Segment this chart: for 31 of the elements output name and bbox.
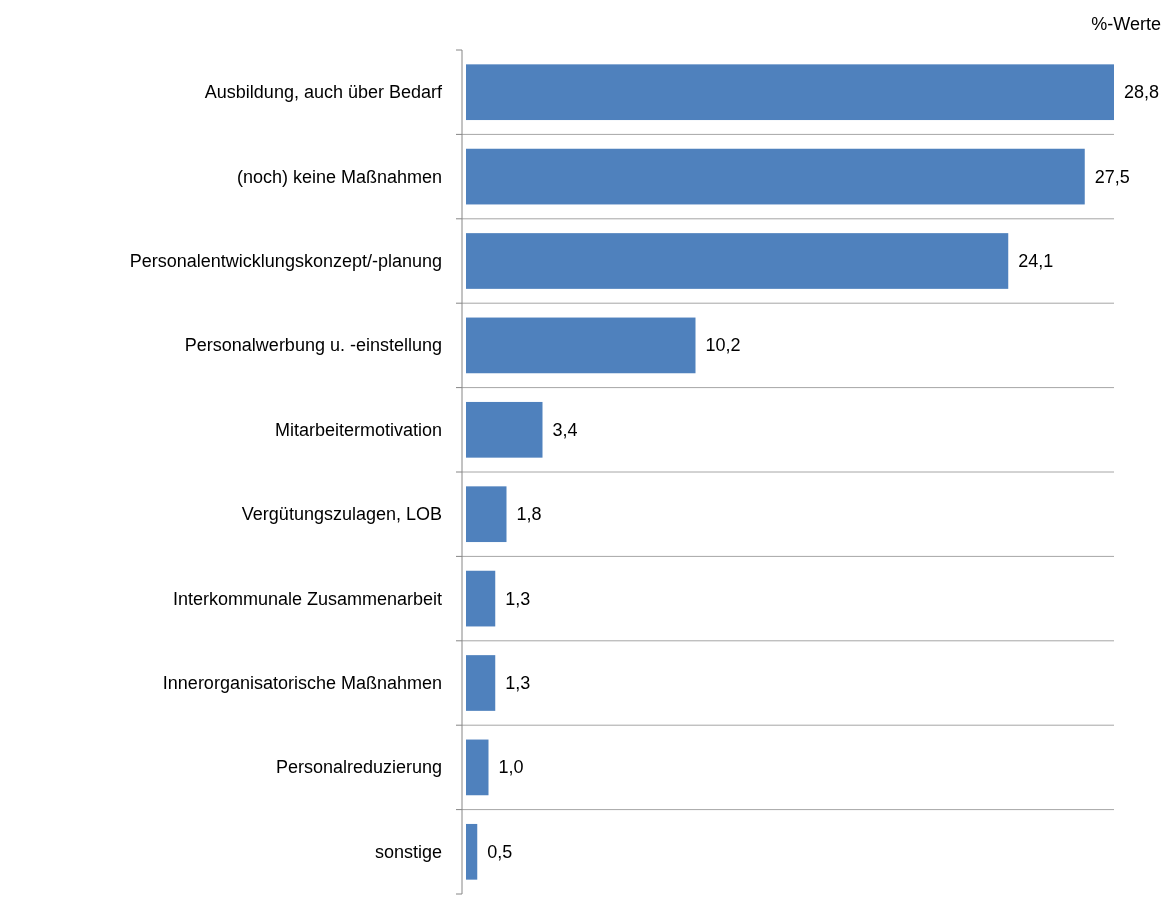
y-tick-label: Personalreduzierung: [275, 757, 442, 778]
data-label: 3,4: [552, 419, 578, 440]
y-tick-label: Vergütungszulagen, LOB: [241, 504, 442, 525]
bar: [466, 655, 496, 711]
data-label: 24,1: [1018, 251, 1054, 271]
data-label: 0,5: [487, 841, 513, 862]
y-tick-label: Personalentwicklungskonzept/-planung: [129, 251, 442, 271]
data-label: 1,3: [505, 588, 531, 609]
bar: [466, 739, 489, 796]
bar: [466, 401, 543, 458]
y-tick-label: sonstige: [374, 841, 442, 862]
data-label: 28,8: [1124, 82, 1160, 103]
bar: [466, 486, 507, 543]
y-tick-label: Ausbildung, auch über Bedarf: [204, 82, 443, 103]
bar: [466, 233, 1009, 289]
bar: [466, 823, 478, 880]
y-tick-label: Personalwerbung u. -einstellung: [184, 335, 442, 356]
y-tick-label: Interkommunale Zusammenarbeit: [172, 588, 442, 609]
y-tick-label: (noch) keine Maßnahmen: [236, 166, 442, 187]
bar: [466, 64, 1114, 121]
data-label: 1,0: [498, 757, 524, 778]
bar: [466, 148, 1085, 205]
data-label: 27,5: [1094, 166, 1130, 187]
data-label: 1,3: [505, 673, 531, 693]
data-label: 1,8: [516, 504, 542, 525]
y-tick-label: Innerorganisatorische Maßnahmen: [162, 673, 442, 693]
bar: [466, 317, 696, 374]
y-tick-label: Mitarbeitermotivation: [274, 419, 442, 440]
data-label: 10,2: [705, 335, 741, 356]
bar: [466, 570, 496, 627]
x-axis-title: %-Werte: [1091, 14, 1161, 34]
